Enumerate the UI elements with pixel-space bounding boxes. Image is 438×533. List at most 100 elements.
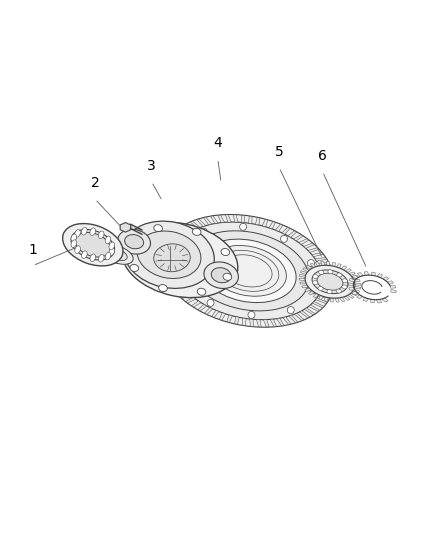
Polygon shape [357,295,363,298]
Polygon shape [348,294,354,298]
Polygon shape [315,262,321,266]
Polygon shape [120,223,131,232]
Ellipse shape [75,230,80,237]
Ellipse shape [109,242,115,249]
Polygon shape [165,276,177,279]
Polygon shape [262,220,268,227]
Polygon shape [313,293,319,297]
Polygon shape [257,320,261,327]
Polygon shape [299,239,309,245]
Polygon shape [180,227,190,234]
Polygon shape [318,294,330,299]
Ellipse shape [99,254,104,262]
Ellipse shape [313,281,318,285]
Polygon shape [211,216,218,223]
Polygon shape [341,266,346,270]
Ellipse shape [71,234,77,241]
Ellipse shape [208,246,286,296]
Polygon shape [376,300,381,303]
Polygon shape [176,289,187,294]
Text: 5: 5 [275,144,283,158]
Polygon shape [353,279,360,281]
Ellipse shape [161,214,334,327]
Polygon shape [336,264,341,268]
Ellipse shape [100,244,133,264]
Polygon shape [241,215,245,223]
Polygon shape [276,318,284,326]
Ellipse shape [192,228,201,236]
Polygon shape [320,290,332,295]
Ellipse shape [90,228,95,236]
Ellipse shape [172,222,322,320]
Polygon shape [322,277,333,280]
Polygon shape [219,313,226,320]
Polygon shape [162,267,173,269]
Ellipse shape [312,270,348,294]
Polygon shape [233,215,238,222]
Text: 4: 4 [213,136,222,150]
Ellipse shape [128,240,137,247]
Ellipse shape [137,231,201,278]
Ellipse shape [154,244,190,272]
Polygon shape [344,296,350,301]
Polygon shape [357,272,364,277]
Polygon shape [269,222,276,229]
Polygon shape [218,215,225,223]
Ellipse shape [154,225,162,232]
Polygon shape [191,301,201,307]
Ellipse shape [81,251,87,259]
Polygon shape [382,277,389,281]
Polygon shape [339,297,345,302]
Polygon shape [353,289,360,293]
Circle shape [281,236,287,243]
Polygon shape [325,297,328,301]
Polygon shape [300,271,307,274]
Polygon shape [309,305,320,311]
Polygon shape [306,265,312,269]
Polygon shape [351,292,357,296]
Ellipse shape [318,286,323,290]
Polygon shape [363,297,368,302]
Ellipse shape [118,229,151,254]
Ellipse shape [305,265,355,298]
Polygon shape [163,272,175,274]
Ellipse shape [336,289,341,293]
Polygon shape [185,224,195,231]
Polygon shape [175,230,186,237]
Polygon shape [172,285,183,289]
Polygon shape [364,272,369,276]
Ellipse shape [328,270,333,274]
Polygon shape [299,278,305,281]
Polygon shape [354,286,361,289]
Ellipse shape [204,262,238,288]
Polygon shape [327,261,330,265]
Polygon shape [349,278,355,282]
Polygon shape [335,298,339,302]
Ellipse shape [313,274,318,279]
Polygon shape [304,288,311,292]
Polygon shape [243,318,246,326]
Ellipse shape [342,285,347,289]
Polygon shape [352,276,358,278]
Circle shape [177,248,184,255]
Ellipse shape [130,264,138,271]
Ellipse shape [63,223,123,266]
Text: 6: 6 [318,149,327,163]
Polygon shape [205,308,213,314]
Polygon shape [263,320,269,327]
Circle shape [207,300,214,306]
Circle shape [310,287,317,294]
Circle shape [248,311,255,318]
Polygon shape [321,272,333,274]
Ellipse shape [197,288,206,295]
Ellipse shape [327,289,332,294]
Polygon shape [180,293,191,298]
Polygon shape [391,289,396,293]
Polygon shape [289,315,298,322]
Polygon shape [321,286,333,290]
Polygon shape [288,231,297,237]
Polygon shape [293,235,303,241]
Polygon shape [186,297,196,303]
Polygon shape [330,298,333,302]
Ellipse shape [71,230,114,260]
